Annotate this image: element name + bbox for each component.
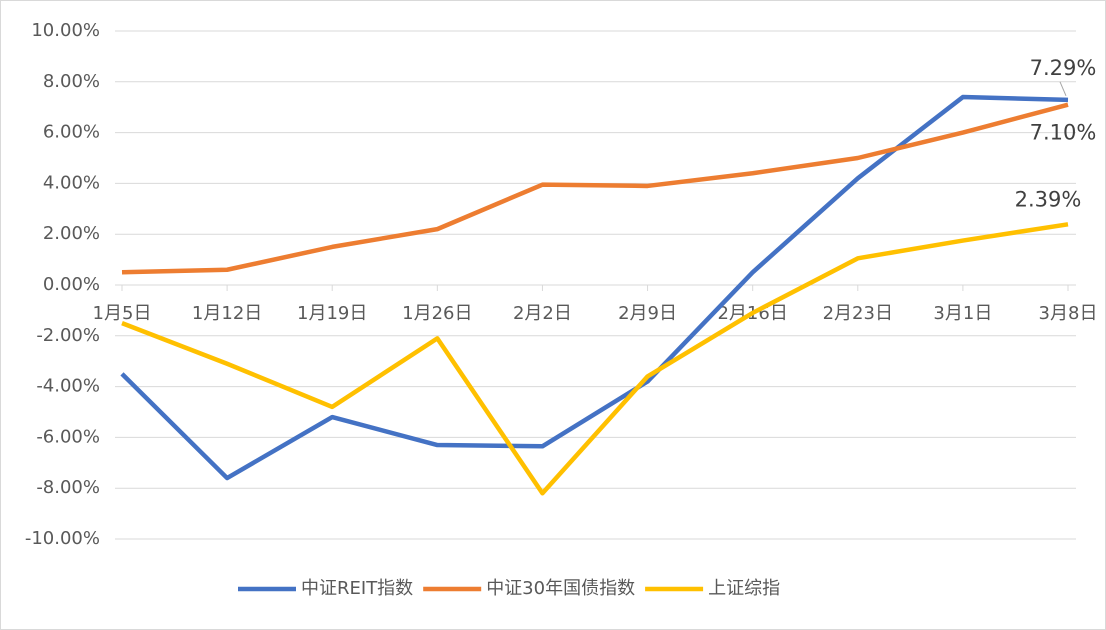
y-tick-label: -10.00% (25, 528, 100, 549)
data-label: 7.29% (1030, 56, 1097, 80)
y-tick-label: -4.00% (36, 376, 100, 397)
x-tick-label: 3月8日 (1039, 303, 1098, 324)
y-tick-label: -6.00% (36, 426, 100, 447)
x-tick-label: 1月5日 (93, 303, 152, 324)
y-tick-label: 0.00% (43, 274, 100, 295)
legend-label: 中证30年国债指数 (486, 578, 635, 599)
data-label: 2.39% (1015, 187, 1082, 211)
series-line (121, 102, 1069, 275)
y-tick-label: -8.00% (36, 477, 100, 498)
y-tick-label: 10.00% (31, 20, 100, 41)
y-tick-label: -2.00% (36, 325, 100, 346)
y-tick-label: 6.00% (43, 122, 100, 143)
y-tick-label: 4.00% (43, 172, 100, 193)
x-tick-label: 3月1日 (933, 303, 992, 324)
x-tick-label: 1月26日 (402, 303, 472, 324)
legend-label: 上证综指 (708, 578, 780, 599)
x-tick-label: 1月12日 (192, 303, 262, 324)
x-tick-label: 2月23日 (823, 303, 893, 324)
leader-line (1059, 81, 1067, 97)
x-tick-label: 2月2日 (513, 303, 572, 324)
y-tick-label: 8.00% (43, 71, 100, 92)
data-label: 7.10% (1030, 121, 1097, 145)
y-tick-label: 2.00% (43, 223, 100, 244)
x-tick-label: 1月19日 (297, 303, 367, 324)
legend-label: 中证REIT指数 (301, 578, 413, 599)
x-tick-label: 2月9日 (618, 303, 677, 324)
series-line (120, 94, 1069, 481)
series-line (121, 222, 1069, 496)
